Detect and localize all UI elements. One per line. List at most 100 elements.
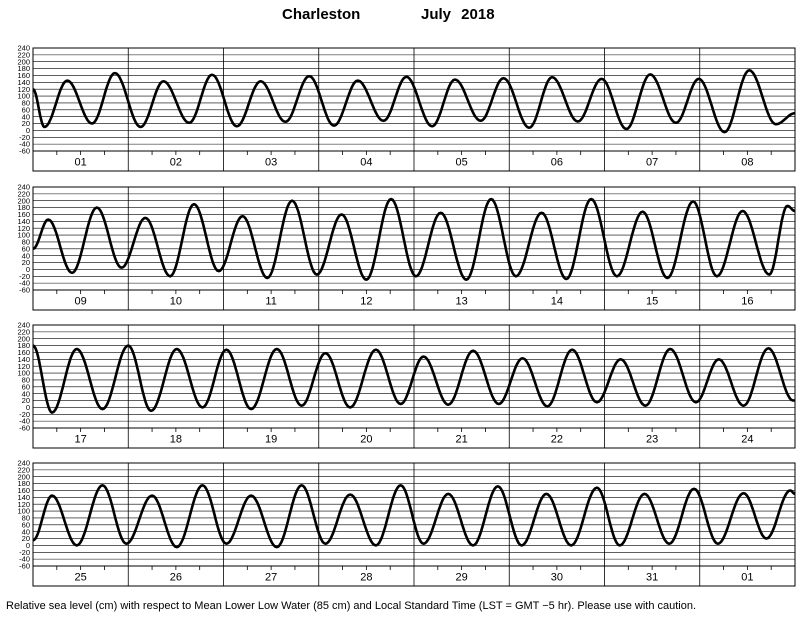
tide-curve — [32, 344, 797, 414]
y-tick-label: -20 — [19, 410, 30, 419]
y-tick-label: 180 — [17, 203, 30, 212]
y-tick-label: 240 — [17, 44, 30, 53]
y-tick-label: -20 — [19, 133, 30, 142]
y-tick-label: 80 — [22, 376, 30, 385]
y-tick-label: -60 — [19, 147, 30, 156]
day-label: 13 — [456, 296, 468, 308]
y-tick-label: 100 — [17, 507, 30, 516]
y-tick-label: 60 — [22, 105, 30, 114]
day-label: 04 — [360, 157, 372, 169]
y-tick-label: 140 — [17, 493, 30, 502]
y-tick-label: -40 — [19, 140, 30, 149]
y-tick-label: 140 — [17, 217, 30, 226]
y-tick-label: 80 — [22, 99, 30, 108]
y-tick-label: 120 — [17, 85, 30, 94]
y-tick-label: 180 — [17, 64, 30, 73]
y-tick-label: 200 — [17, 57, 30, 66]
y-tick-label: 120 — [17, 500, 30, 509]
y-tick-label: 0 — [26, 403, 30, 412]
y-tick-label: 120 — [17, 224, 30, 233]
panel-frame — [32, 47, 796, 172]
day-label: 08 — [741, 157, 753, 169]
day-label: 16 — [741, 296, 753, 308]
day-label: 29 — [456, 572, 468, 584]
y-tick-label: 0 — [26, 265, 30, 274]
day-label: 25 — [75, 572, 87, 584]
y-tick-label: -60 — [19, 424, 30, 433]
y-tick-label: 20 — [22, 534, 30, 543]
y-tick-label: 100 — [17, 92, 30, 101]
y-tick-label: 160 — [17, 348, 30, 357]
y-tick-label: 200 — [17, 334, 30, 343]
day-label: 09 — [75, 296, 87, 308]
y-tick-label: 160 — [17, 210, 30, 219]
tide-curve — [32, 484, 796, 549]
tide-curve — [32, 197, 796, 281]
y-tick-label: 180 — [17, 341, 30, 350]
y-tick-label: 100 — [17, 369, 30, 378]
day-label: 26 — [170, 572, 182, 584]
y-tick-label: -40 — [19, 279, 30, 288]
day-label: 11 — [265, 296, 276, 308]
y-tick-label: 240 — [17, 459, 30, 468]
day-label: 02 — [170, 157, 182, 169]
day-label: 31 — [646, 572, 658, 584]
y-tick-label: -20 — [19, 272, 30, 281]
y-tick-label: 80 — [22, 514, 30, 523]
day-label: 05 — [456, 157, 468, 169]
day-label: 18 — [170, 434, 182, 446]
y-tick-label: 160 — [17, 486, 30, 495]
y-tick-label: 220 — [17, 189, 30, 198]
y-tick-label: 220 — [17, 327, 30, 336]
panel-frame — [32, 462, 796, 587]
y-tick-label: 240 — [17, 183, 30, 192]
day-label: 22 — [551, 434, 563, 446]
y-tick-label: 0 — [26, 541, 30, 550]
y-tick-label: 60 — [22, 244, 30, 253]
day-label: 06 — [551, 157, 563, 169]
day-label: 15 — [646, 296, 658, 308]
chart-caption: Relative sea level (cm) with respect to … — [6, 600, 697, 612]
day-label: 27 — [265, 572, 277, 584]
y-tick-label: 180 — [17, 479, 30, 488]
day-label: 24 — [741, 434, 753, 446]
panel-frame — [32, 324, 796, 449]
y-tick-label: 60 — [22, 520, 30, 529]
y-tick-label: 200 — [17, 472, 30, 481]
y-tick-label: 160 — [17, 71, 30, 80]
tide-curve — [32, 69, 796, 134]
y-tick-label: 40 — [22, 251, 30, 260]
y-tick-label: 140 — [17, 355, 30, 364]
day-label: 20 — [360, 434, 372, 446]
y-tick-label: 20 — [22, 396, 30, 405]
y-tick-label: -60 — [19, 286, 30, 295]
y-tick-label: 20 — [22, 119, 30, 128]
y-tick-label: 120 — [17, 362, 30, 371]
y-tick-label: 200 — [17, 196, 30, 205]
y-tick-label: 60 — [22, 382, 30, 391]
day-label: 19 — [265, 434, 277, 446]
y-tick-label: 0 — [26, 126, 30, 135]
station-name: Charleston — [282, 6, 361, 23]
y-tick-label: -40 — [19, 555, 30, 564]
day-label: 01 — [741, 572, 753, 584]
month-year: July 2018 — [421, 6, 495, 23]
day-label: 30 — [551, 572, 563, 584]
day-label: 07 — [646, 157, 658, 169]
y-tick-label: 40 — [22, 112, 30, 121]
y-tick-label: -60 — [19, 562, 30, 571]
y-tick-label: 140 — [17, 78, 30, 87]
y-tick-label: 20 — [22, 258, 30, 267]
day-label: 03 — [265, 157, 277, 169]
day-label: 12 — [360, 296, 372, 308]
y-tick-label: 40 — [22, 389, 30, 398]
y-tick-label: 220 — [17, 50, 30, 59]
y-tick-label: 80 — [22, 238, 30, 247]
day-label: 17 — [75, 434, 87, 446]
day-label: 14 — [551, 296, 563, 308]
y-tick-label: -20 — [19, 548, 30, 557]
day-label: 01 — [75, 157, 87, 169]
y-tick-label: -40 — [19, 417, 30, 426]
day-label: 23 — [646, 434, 658, 446]
